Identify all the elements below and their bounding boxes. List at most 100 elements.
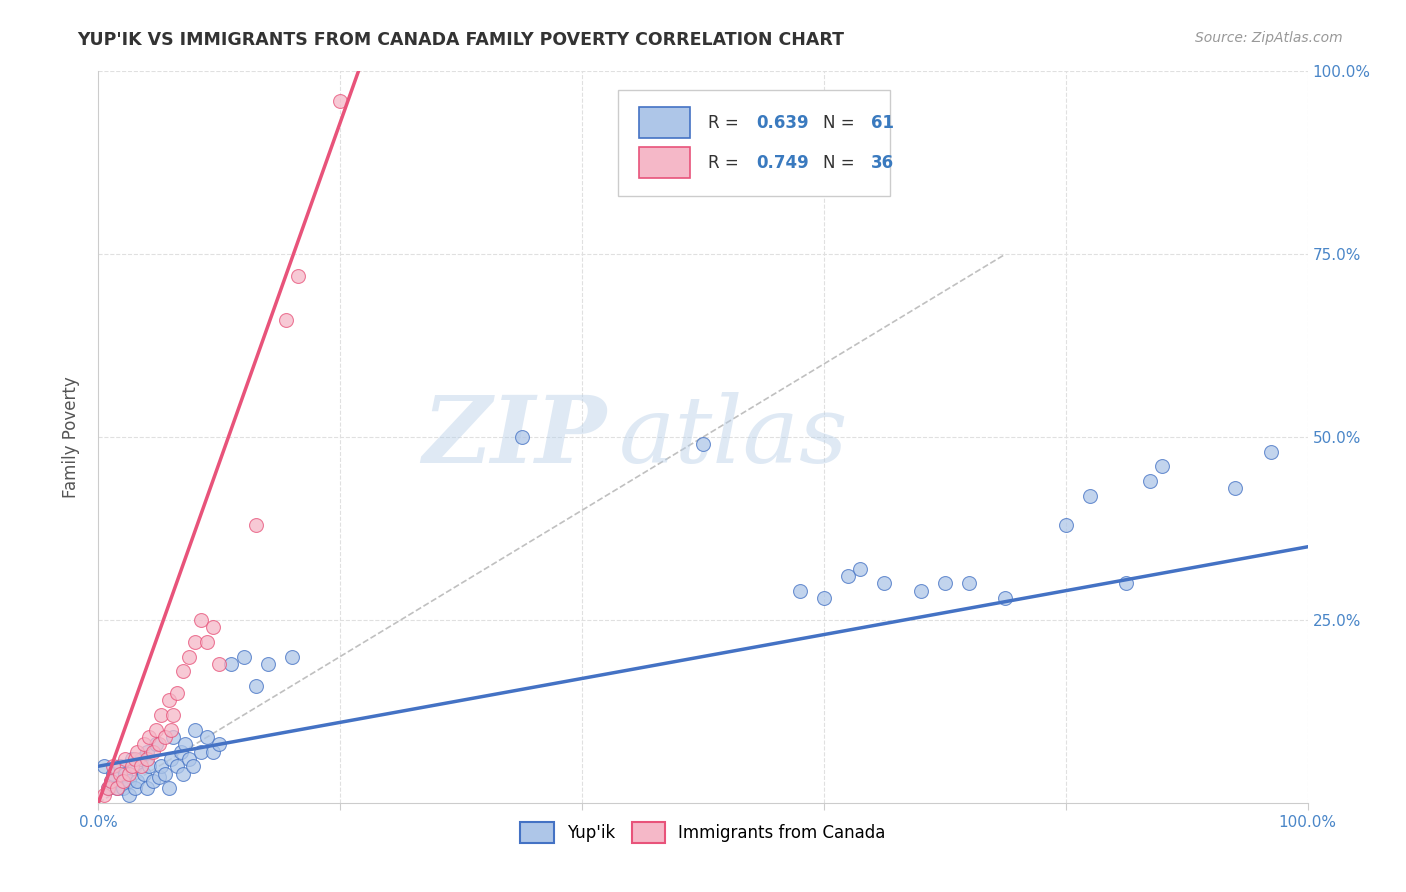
Point (957, 576, 980, 591)
Point (190, 613, 212, 627)
Point (135, 752, 157, 766)
Point (150, 759, 173, 773)
Point (181, 759, 204, 773)
Point (166, 759, 188, 773)
Point (142, 773, 165, 788)
Text: 0.749: 0.749 (756, 153, 808, 172)
Point (1115, 576, 1137, 591)
Text: R =: R = (707, 113, 744, 131)
Point (111, 773, 134, 788)
Point (93, 759, 115, 773)
Point (150, 708, 173, 723)
Point (129, 752, 152, 766)
Point (179, 752, 201, 766)
Point (994, 591, 1017, 605)
Point (195, 730, 218, 744)
FancyBboxPatch shape (619, 90, 890, 195)
Point (138, 730, 160, 744)
Y-axis label: Family Poverty: Family Poverty (62, 376, 80, 498)
Point (172, 766, 194, 780)
Point (118, 773, 141, 788)
Point (97, 781, 120, 796)
Point (101, 766, 124, 780)
Point (142, 745, 165, 759)
Point (169, 745, 191, 759)
Point (245, 679, 267, 693)
Point (162, 708, 184, 723)
Point (329, 94, 352, 108)
Point (129, 759, 152, 773)
Point (232, 649, 254, 664)
Point (121, 752, 143, 766)
Point (134, 737, 156, 751)
Point (245, 517, 267, 532)
Point (202, 620, 225, 634)
Point (124, 781, 146, 796)
Point (184, 635, 207, 649)
Point (135, 745, 157, 759)
Point (108, 766, 131, 780)
Point (97, 781, 120, 796)
Point (789, 583, 811, 598)
Point (849, 562, 872, 576)
Point (145, 723, 167, 737)
Text: N =: N = (823, 113, 859, 131)
Point (105, 781, 128, 796)
Point (166, 686, 188, 700)
Point (135, 781, 157, 796)
Text: YUP'IK VS IMMIGRANTS FROM CANADA FAMILY POVERTY CORRELATION CHART: YUP'IK VS IMMIGRANTS FROM CANADA FAMILY … (77, 31, 845, 49)
Point (160, 723, 183, 737)
Point (127, 773, 149, 788)
Point (221, 657, 243, 671)
Point (202, 745, 225, 759)
Point (172, 664, 194, 678)
Point (124, 759, 146, 773)
Point (184, 723, 207, 737)
Point (121, 759, 143, 773)
Point (93, 789, 115, 803)
Point (190, 745, 212, 759)
Text: 0.639: 0.639 (756, 113, 808, 131)
Text: atlas: atlas (619, 392, 848, 482)
Point (118, 766, 141, 780)
Point (1054, 517, 1077, 532)
Point (910, 583, 932, 598)
Point (118, 789, 141, 803)
Point (111, 781, 134, 796)
Point (101, 759, 124, 773)
Point (1260, 444, 1282, 458)
Point (287, 269, 309, 284)
Point (813, 591, 835, 605)
Point (934, 576, 956, 591)
Point (510, 430, 533, 444)
Text: ZIP: ZIP (422, 392, 606, 482)
Point (138, 759, 160, 773)
Point (157, 781, 180, 796)
Point (256, 657, 278, 671)
Point (1152, 459, 1174, 474)
Point (174, 737, 197, 751)
Point (157, 693, 180, 707)
Point (134, 766, 156, 780)
FancyBboxPatch shape (638, 107, 690, 138)
Point (114, 752, 136, 766)
Point (274, 313, 297, 327)
Text: R =: R = (707, 153, 744, 172)
Point (208, 737, 231, 751)
Point (153, 766, 176, 780)
Point (1139, 474, 1161, 488)
Point (153, 730, 176, 744)
Point (108, 759, 131, 773)
Point (837, 569, 859, 583)
Point (208, 657, 231, 671)
Text: Source: ZipAtlas.com: Source: ZipAtlas.com (1195, 31, 1343, 45)
Point (127, 745, 149, 759)
Point (1078, 489, 1101, 503)
Point (124, 752, 146, 766)
FancyBboxPatch shape (638, 147, 690, 178)
Point (100, 773, 122, 788)
Point (1223, 481, 1246, 495)
Point (114, 766, 136, 780)
Point (281, 649, 304, 664)
Point (692, 437, 714, 451)
